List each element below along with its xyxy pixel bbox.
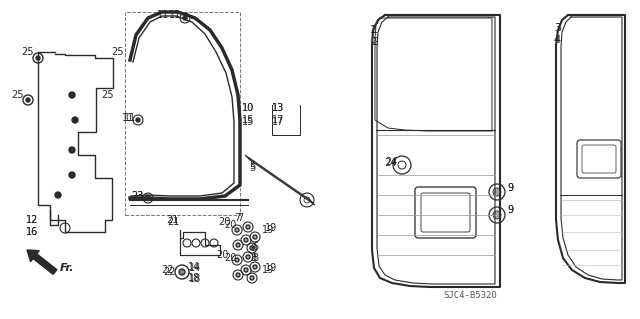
Circle shape xyxy=(244,268,248,272)
Circle shape xyxy=(236,243,240,247)
Text: 4: 4 xyxy=(554,35,560,45)
Text: 1: 1 xyxy=(372,25,378,35)
Text: 20: 20 xyxy=(224,220,236,230)
Text: 15: 15 xyxy=(242,115,254,125)
Circle shape xyxy=(236,273,240,277)
FancyBboxPatch shape xyxy=(582,145,616,173)
Text: 23: 23 xyxy=(131,191,143,201)
Circle shape xyxy=(253,265,257,269)
Text: 25: 25 xyxy=(102,90,115,100)
Text: 19: 19 xyxy=(265,263,277,273)
Circle shape xyxy=(235,258,239,262)
Circle shape xyxy=(246,255,250,259)
Text: 3: 3 xyxy=(554,23,560,33)
Circle shape xyxy=(55,192,61,198)
Text: 10: 10 xyxy=(242,103,254,113)
Circle shape xyxy=(69,147,75,153)
Circle shape xyxy=(244,238,248,242)
Text: 5: 5 xyxy=(249,161,255,171)
Circle shape xyxy=(26,98,30,102)
Text: 20: 20 xyxy=(224,253,236,263)
Text: 13: 13 xyxy=(272,103,284,113)
Text: 2: 2 xyxy=(370,37,376,47)
Text: 6: 6 xyxy=(250,243,256,253)
Text: 3: 3 xyxy=(555,23,561,33)
Text: 19: 19 xyxy=(262,265,274,275)
Text: 9: 9 xyxy=(507,205,513,215)
Circle shape xyxy=(493,188,501,196)
Text: 11: 11 xyxy=(157,10,169,20)
Text: 23: 23 xyxy=(131,191,143,201)
Text: 9: 9 xyxy=(507,183,513,193)
Text: SJC4-B5320: SJC4-B5320 xyxy=(443,291,497,300)
Text: 11: 11 xyxy=(169,10,181,20)
Text: 9: 9 xyxy=(507,183,513,193)
Text: 5: 5 xyxy=(249,163,255,173)
Circle shape xyxy=(179,269,185,275)
Text: 12: 12 xyxy=(26,215,38,225)
Text: 25: 25 xyxy=(112,47,124,57)
Text: 17: 17 xyxy=(272,115,284,125)
Circle shape xyxy=(246,225,250,229)
Text: 21: 21 xyxy=(166,215,178,225)
Text: 12: 12 xyxy=(26,215,38,225)
Text: 6: 6 xyxy=(252,242,258,252)
Text: 16: 16 xyxy=(26,227,38,237)
FancyBboxPatch shape xyxy=(421,193,470,232)
Text: 17: 17 xyxy=(272,117,284,127)
Circle shape xyxy=(183,16,187,20)
Text: 7: 7 xyxy=(234,213,240,223)
Polygon shape xyxy=(245,155,315,205)
Text: 11: 11 xyxy=(124,113,136,123)
Text: 22: 22 xyxy=(162,265,174,275)
Text: 22: 22 xyxy=(164,267,176,277)
Circle shape xyxy=(235,228,239,232)
Text: 18: 18 xyxy=(188,273,200,283)
Text: 16: 16 xyxy=(26,227,38,237)
Text: 25: 25 xyxy=(22,47,35,57)
Circle shape xyxy=(69,92,75,98)
Circle shape xyxy=(250,246,254,250)
Circle shape xyxy=(493,211,501,219)
Circle shape xyxy=(250,276,254,280)
Text: 4: 4 xyxy=(555,35,561,45)
Text: 15: 15 xyxy=(242,117,254,127)
Text: 8: 8 xyxy=(252,253,258,263)
Text: 14: 14 xyxy=(189,263,201,273)
Text: 19: 19 xyxy=(262,225,274,235)
Text: 19: 19 xyxy=(265,223,277,233)
Text: 9: 9 xyxy=(507,205,513,215)
Text: 20: 20 xyxy=(218,217,230,227)
Circle shape xyxy=(69,172,75,178)
Text: 11: 11 xyxy=(122,113,134,123)
Text: 18: 18 xyxy=(189,274,201,284)
Text: 24: 24 xyxy=(385,157,397,167)
Circle shape xyxy=(253,235,257,239)
Circle shape xyxy=(72,117,78,123)
Text: Fr.: Fr. xyxy=(60,263,74,273)
Text: 13: 13 xyxy=(272,103,284,113)
Text: 25: 25 xyxy=(12,90,24,100)
Text: 8: 8 xyxy=(250,253,256,263)
Bar xyxy=(125,12,240,215)
FancyArrow shape xyxy=(27,250,57,274)
Text: 21: 21 xyxy=(167,217,179,227)
Text: 1: 1 xyxy=(370,25,376,35)
Text: 24: 24 xyxy=(384,158,396,168)
Text: 7: 7 xyxy=(237,213,243,223)
Circle shape xyxy=(36,56,40,60)
Text: 2: 2 xyxy=(372,37,378,47)
Circle shape xyxy=(136,118,140,122)
Text: 10: 10 xyxy=(242,103,254,113)
Text: 20: 20 xyxy=(216,250,228,260)
Circle shape xyxy=(145,196,150,201)
Text: 14: 14 xyxy=(188,262,200,272)
